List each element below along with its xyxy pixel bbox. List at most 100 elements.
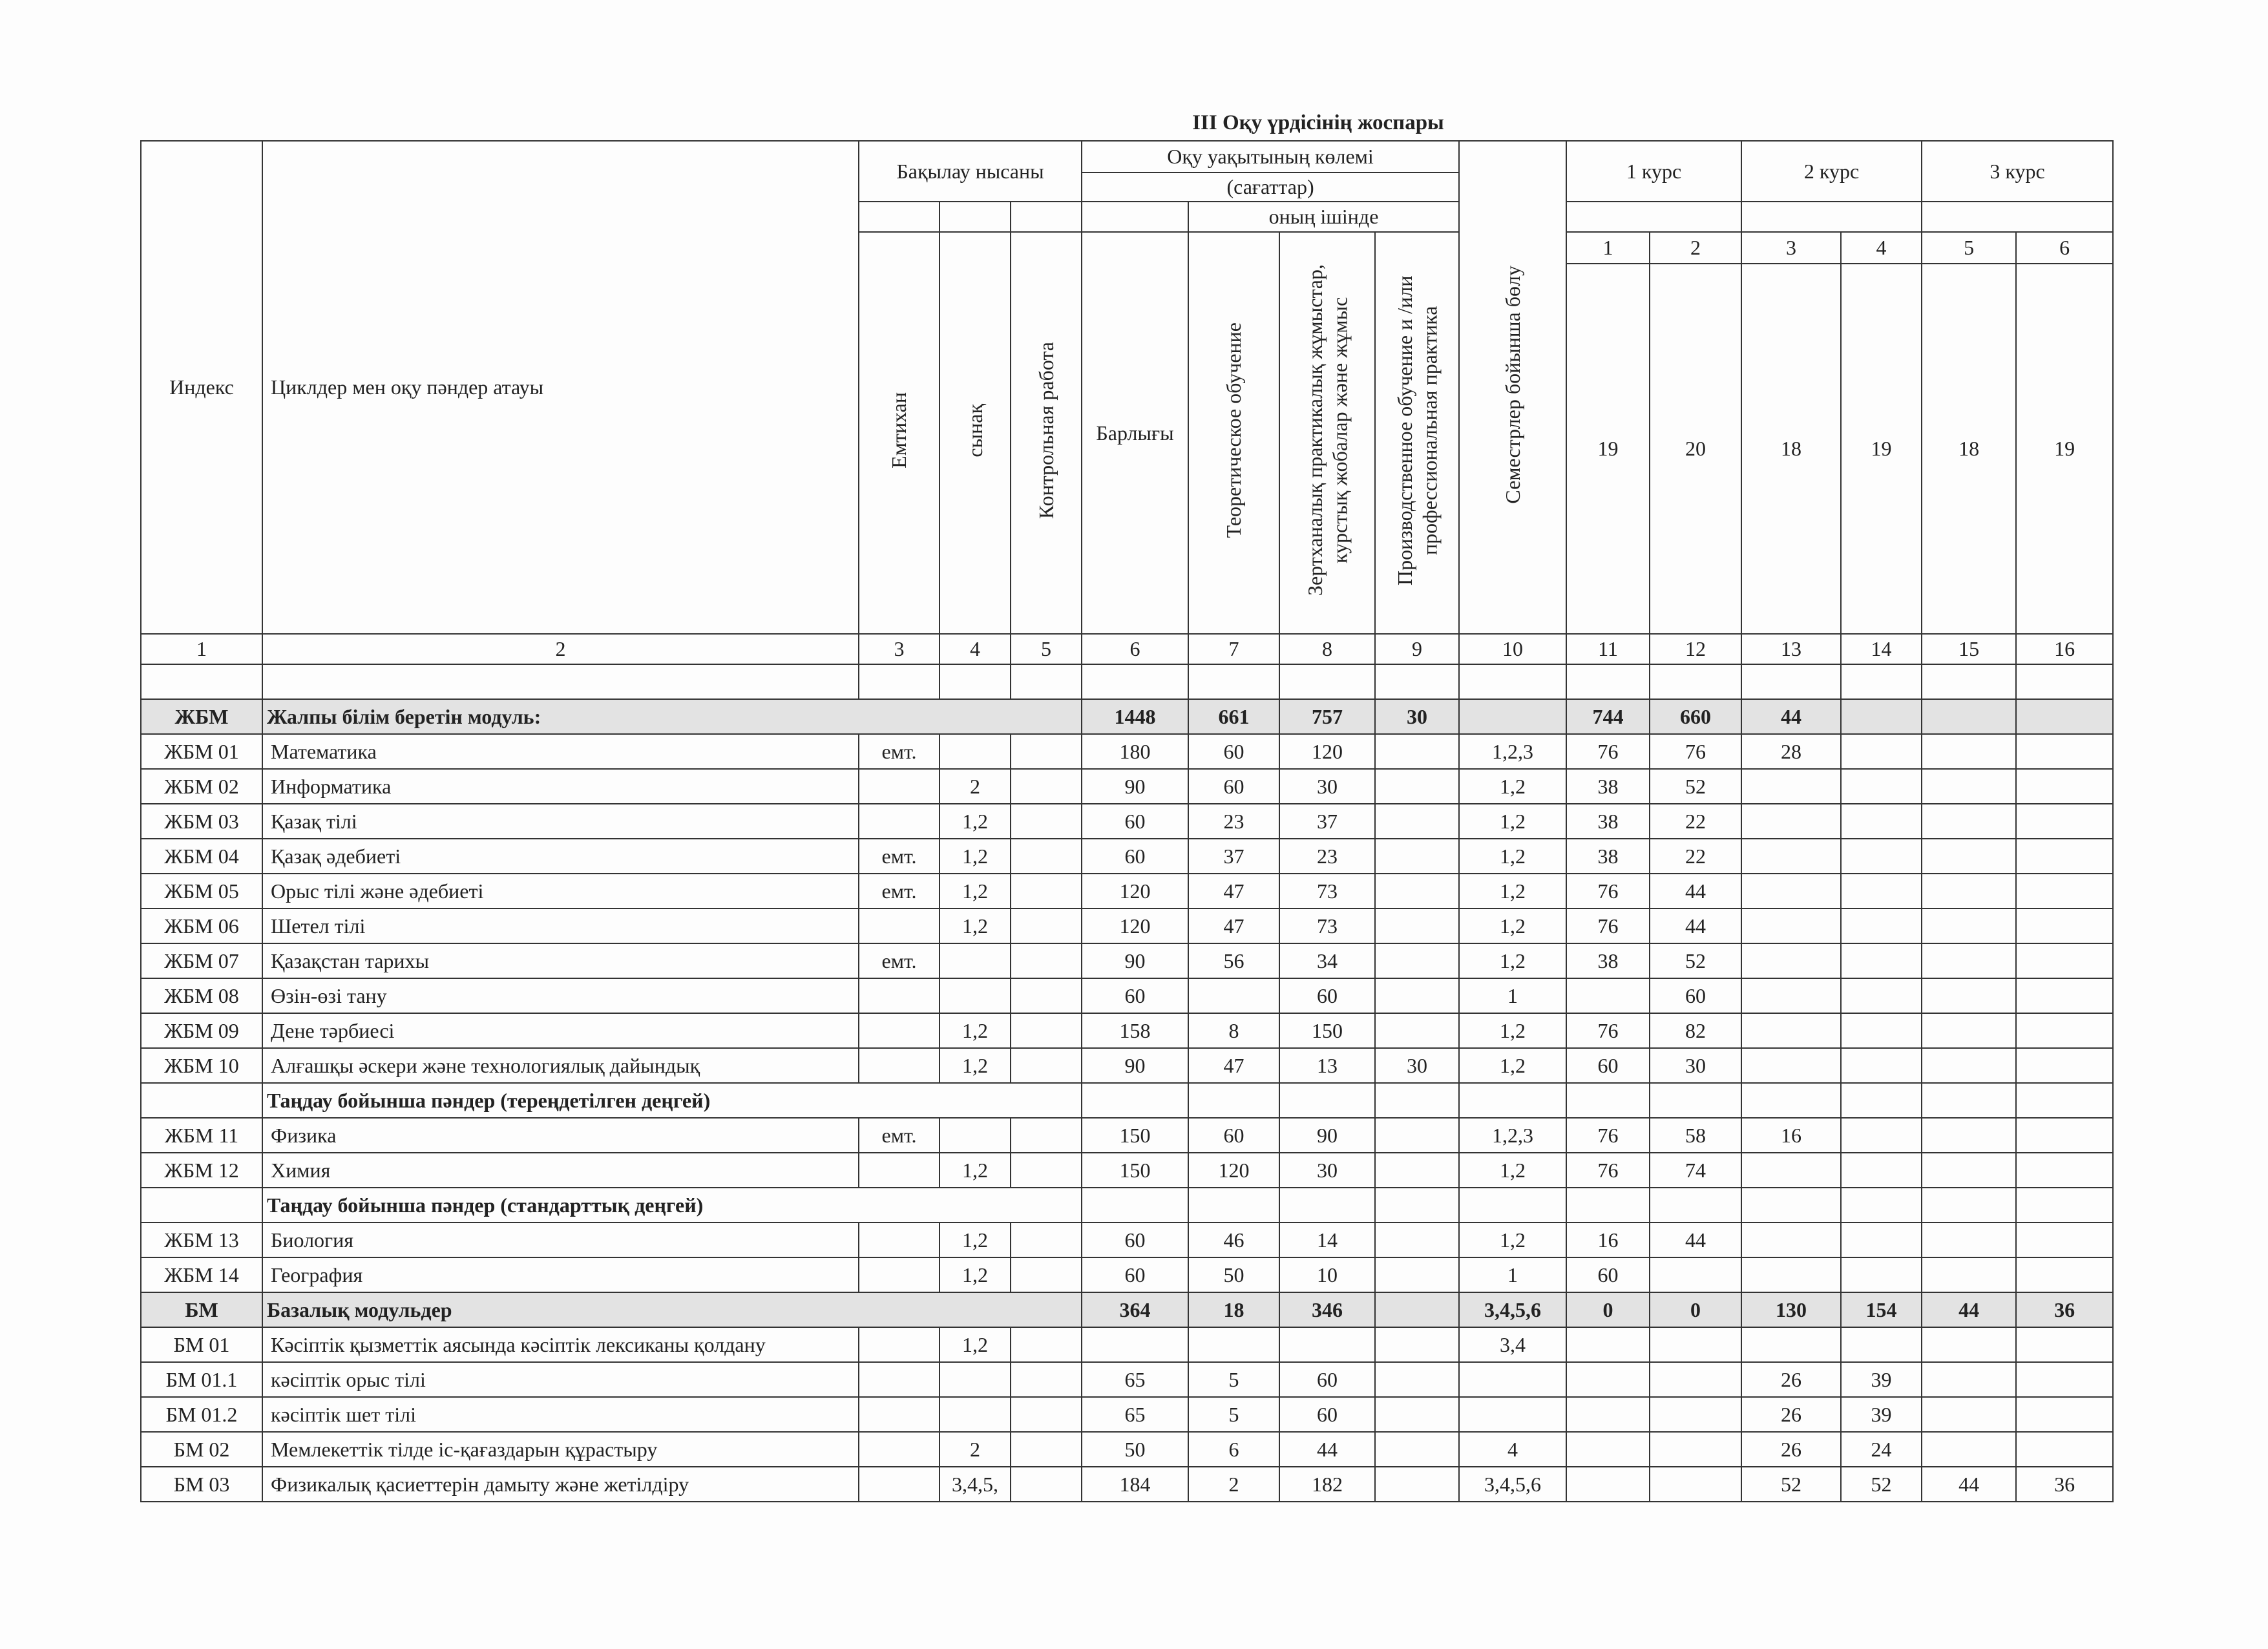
table-cell: 10 [1279,1257,1376,1293]
header-cell [1741,201,1923,233]
column-number: 1 [140,633,263,665]
table-cell: 158 [1081,1013,1190,1049]
header-cell: сынақ [939,231,1011,635]
table-cell [1458,1082,1568,1119]
table-cell: 76 [1566,733,1651,770]
table-cell: Қазақстан тарихы [262,943,859,979]
table-row: БМ 01 Кәсіптік қызметтік аясында кәсіптік… [140,1327,2114,1363]
column-number: 12 [1649,633,1743,665]
table-cell: 36 [2015,1292,2114,1328]
table-cell: 76 [1566,908,1651,944]
table-cell [858,1257,940,1293]
table-row: ЖБМ 02 Информатика 2 90 60 30 1,2 38 52 [140,768,2114,804]
table-cell: кәсіптік орыс тілі [262,1361,859,1398]
table-row: БМ 03 Физикалық қасиеттерін дамыту және ж… [140,1466,2114,1502]
table-cell [1741,1013,1842,1049]
table-cell [1649,1466,1743,1502]
table-cell [1279,1082,1376,1119]
table-cell: 120 [1081,873,1190,909]
table-cell: 38 [1566,803,1651,839]
table-cell: 1,2 [939,1257,1011,1293]
table-cell [1921,1117,2017,1153]
table-cell [1649,1431,1743,1467]
table-cell [1921,1013,2017,1049]
table-cell: 58 [1649,1117,1743,1153]
table-cell: 60 [1081,1257,1190,1293]
column-number: 15 [1921,633,2017,665]
table-cell [939,978,1011,1014]
table-cell [1921,664,2017,700]
table-cell: 1,2 [939,1222,1011,1258]
header-cell [858,201,940,233]
table-cell: Физикалық қасиеттерін дамыту және жетілд… [262,1466,859,1502]
table-cell: 60 [1279,1361,1376,1398]
table-cell: кәсіптік шет тілі [262,1396,859,1433]
table-cell [1921,1327,2017,1363]
table-cell: 120 [1188,1152,1281,1188]
table-cell [939,1396,1011,1433]
table-cell [1921,1396,2017,1433]
table-cell [1921,1257,2017,1293]
table-cell: Орыс тілі және әдебиеті [262,873,859,909]
table-cell [1374,664,1460,700]
table-cell: 1,2 [939,1152,1011,1188]
curriculum-table: Индекс Циклдер мен оқу пәндер атауы Бақы… [140,140,2114,1502]
header-text: Семестрлер бойынша бөлу [1500,265,1524,504]
table-cell [858,768,940,804]
table-cell [858,1327,940,1363]
table-cell: емт. [858,733,940,770]
table-cell: 44 [1921,1466,2017,1502]
table-cell: 1,2,3 [1458,733,1568,770]
table-cell [1009,943,1083,979]
table-cell [1566,1431,1651,1467]
table-cell: 90 [1081,768,1190,804]
table-cell: 30 [1279,768,1376,804]
table-cell: 52 [1840,1466,1923,1502]
semester-number: 6 [2015,231,2114,264]
table-row: БМ Базалық модульдер 364 18 346 3,4,5,6 0 0 130 1… [140,1292,2114,1328]
table-cell: 22 [1649,838,1743,874]
table-cell: 5 [1188,1396,1281,1433]
table-cell [1081,1327,1190,1363]
table-cell: 39 [1840,1361,1923,1398]
table-cell: 130 [1741,1292,1842,1328]
table-cell [1741,1082,1842,1119]
table-cell [1840,978,1923,1014]
table-cell: емт. [858,1117,940,1153]
table-cell: Базалық модульдер [261,1292,1083,1328]
table-cell: 364 [1081,1292,1190,1328]
column-number: 7 [1188,633,1281,665]
table-cell: 44 [1649,873,1743,909]
table-cell [1741,1257,1842,1293]
table-cell [858,1466,940,1502]
table-cell [1458,1396,1568,1433]
table-cell: БМ 01 [140,1327,263,1363]
table-cell [1009,1431,1083,1467]
header-cell: Зертханалық практикалық жұмыстар, курсты… [1279,231,1376,635]
table-cell: 60 [1081,1222,1190,1258]
table-cell: Математика [262,733,859,770]
table-cell [1374,768,1460,804]
table-cell [1921,1082,2017,1119]
table-cell [1921,943,2017,979]
table-cell [858,1222,940,1258]
table-cell: БМ 01.2 [140,1396,263,1433]
table-cell [1840,1082,1923,1119]
table-cell: 2 [939,1431,1011,1467]
week-count: 19 [1566,263,1651,635]
table-cell: БМ 01.1 [140,1361,263,1398]
table-cell: География [262,1257,859,1293]
header-text: сынақ [963,403,987,457]
table-cell [858,1013,940,1049]
table-cell: 23 [1188,803,1281,839]
table-cell: ЖБМ 03 [140,803,263,839]
table-cell: Информатика [262,768,859,804]
table-cell: ЖБМ 13 [140,1222,263,1258]
table-cell: ЖБМ 09 [140,1013,263,1049]
table-cell [2015,664,2114,700]
table-cell: 23 [1279,838,1376,874]
table-cell [1741,1047,1842,1084]
table-cell [1840,838,1923,874]
table-cell [1188,1082,1281,1119]
table-cell [1566,664,1651,700]
